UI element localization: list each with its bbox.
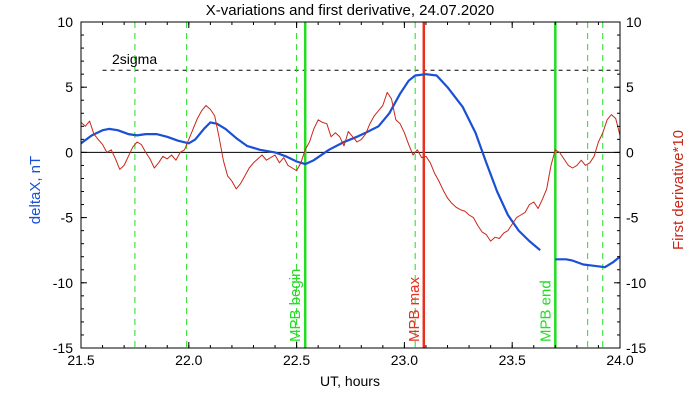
deltax-line	[80, 73, 541, 252]
y-tick-label-left: -5	[61, 210, 74, 226]
x-tick-label: 23.5	[499, 352, 526, 368]
y-tick-label-right: 5	[626, 79, 634, 95]
y-tick-label-right: 0	[626, 144, 634, 160]
y-tick-label-left: -15	[53, 340, 73, 356]
y-tick-label-left: -10	[53, 275, 73, 291]
x-tick-label: 24.0	[606, 352, 633, 368]
derivative-line	[80, 91, 621, 242]
x-tick-label: 21.5	[67, 352, 94, 368]
y-tick-label-right: -15	[626, 340, 646, 356]
y-tick-label-right: 10	[626, 14, 642, 30]
sigma-label: 2sigma	[112, 51, 157, 67]
x-tick-label: 23.0	[391, 352, 418, 368]
plot-frame	[80, 21, 621, 349]
y-tick-label-left: 5	[65, 79, 73, 95]
x-tick-label: 22.5	[283, 352, 310, 368]
y-axis-label-left: deltaX, nT	[27, 156, 44, 224]
x-tick-label: 22.0	[175, 352, 202, 368]
y-tick-label-right: -5	[626, 210, 639, 226]
event-marker-label: MPB end	[537, 280, 554, 342]
y-axis-label-right: First derivative*10	[670, 130, 687, 250]
deltax-line	[555, 255, 621, 269]
x-axis-label: UT, hours	[320, 373, 380, 389]
y-tick-label-right: -10	[626, 275, 646, 291]
event-marker-label: MPB begin	[287, 269, 304, 342]
event-marker-label: MPB max	[406, 276, 423, 342]
chart-title: X-variations and first derivative, 24.07…	[206, 2, 495, 19]
y-tick-label-left: 10	[57, 14, 73, 30]
y-tick-label-left: 0	[65, 144, 73, 160]
